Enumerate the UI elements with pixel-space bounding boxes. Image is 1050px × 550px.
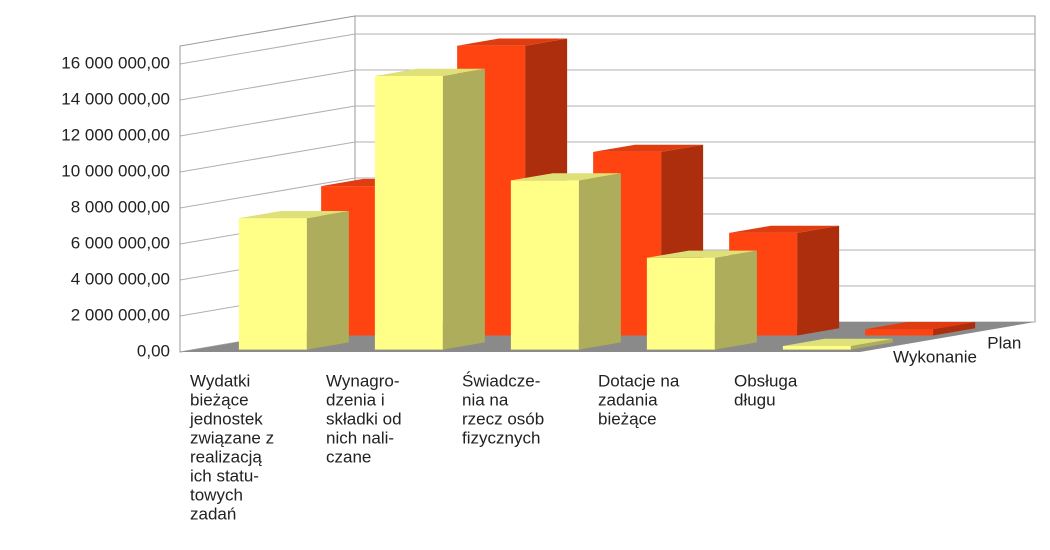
x-tick-label: jednostek [189,409,263,428]
x-tick-label: nich nali- [326,428,394,447]
y-tick-label: 4 000 000,00 [71,269,170,288]
x-tick-label: Wynagro- [326,371,400,390]
x-tick-label: czane [326,447,371,466]
bar-side [442,68,485,350]
bar-top [865,322,976,330]
x-tick-label: związane z [190,428,274,447]
bar [374,68,485,350]
bar-front [865,329,934,336]
bar-top [457,38,568,46]
bar-top [238,211,349,219]
x-tick-label: zadania [598,390,658,409]
y-tick-label: 0,00 [137,341,170,360]
bar-side [797,225,840,336]
x-tick-label: Świadcze- [462,371,540,390]
bar-front [782,346,851,350]
x-tick-label: fizycznych [462,428,540,447]
y-tick-label: 16 000 000,00 [61,53,170,72]
x-tick-label: długu [734,390,776,409]
bar-side [714,250,757,350]
grid-line [179,69,1035,101]
grid-line [179,33,1035,65]
x-tick-label: bieżące [190,390,249,409]
y-tick-label: 14 000 000,00 [61,89,170,108]
x-tick-label: realizacją [190,447,262,466]
bar [510,173,621,350]
bar [865,322,976,336]
x-tick-label: nia na [462,390,509,409]
bar [646,250,757,350]
y-tick-label: 2 000 000,00 [71,305,170,324]
bar-side [306,211,349,350]
x-tick-label: składki od [326,409,402,428]
x-tick-label: rzecz osób [462,409,544,428]
y-tick-label: 10 000 000,00 [61,161,170,180]
bar-front [510,180,579,350]
bar-front [646,257,715,350]
bar-front [238,218,307,350]
bar-top [646,250,757,258]
bar [238,211,349,350]
grid-line [179,105,1035,137]
x-tick-label: towych [190,485,243,504]
x-tick-label: Wydatki [190,371,250,390]
grid-line [179,141,1035,173]
bar-side [933,322,976,336]
legend-label: Plan [987,333,1021,352]
bar-top [374,68,485,76]
bar-top [729,225,840,233]
x-tick-label: ich statu- [190,466,259,485]
y-tick-label: 8 000 000,00 [71,197,170,216]
x-tick-label: zadań [190,504,236,523]
grid-line [179,177,1035,209]
legend-label: Wykonanie [893,347,977,366]
x-tick-label: bieżące [598,409,657,428]
bar [782,338,893,350]
bar-top [782,338,893,346]
bar-side [850,338,893,350]
x-tick-label: dzenia i [326,390,385,409]
bar-top [593,144,704,152]
x-tick-label: Obsługa [734,371,798,390]
y-tick-label: 12 000 000,00 [61,125,170,144]
x-tick-label: Dotacje na [598,371,680,390]
bar-front [374,76,443,350]
y-tick-label: 6 000 000,00 [71,233,170,252]
bar-side [578,173,621,350]
bar-top [510,173,621,181]
